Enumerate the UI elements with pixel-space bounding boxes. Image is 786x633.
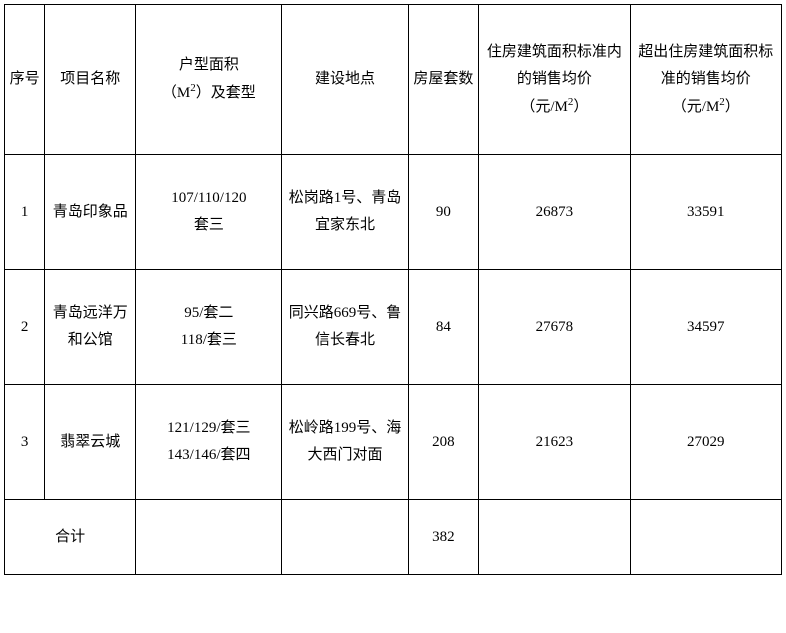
cell-type: 107/110/120 套三 bbox=[136, 155, 282, 270]
header-price2-post: ） bbox=[725, 99, 740, 115]
cell-name: 青岛远洋万和公馆 bbox=[45, 270, 136, 385]
cell-count: 90 bbox=[408, 155, 479, 270]
cell-count: 84 bbox=[408, 270, 479, 385]
total-empty bbox=[282, 500, 408, 575]
cell-seq: 1 bbox=[5, 155, 45, 270]
cell-type-l1: 95/套二 bbox=[184, 305, 233, 321]
total-empty bbox=[136, 500, 282, 575]
cell-seq: 3 bbox=[5, 385, 45, 500]
header-name: 项目名称 bbox=[45, 5, 136, 155]
header-type-pre: （M bbox=[162, 85, 190, 101]
header-price2-l1: 超出住房建筑面积标准的销售均价 bbox=[638, 44, 773, 87]
header-price2-pre: （元/M bbox=[672, 99, 720, 115]
housing-table: 序号 项目名称 户型面积 （M2）及套型 建设地点 房屋套数 住房建筑面积标准内… bbox=[4, 4, 782, 575]
cell-price1: 21623 bbox=[479, 385, 630, 500]
total-empty bbox=[479, 500, 630, 575]
header-price1-l1: 住房建筑面积标准内的销售均价 bbox=[487, 44, 622, 87]
cell-name: 翡翠云城 bbox=[45, 385, 136, 500]
cell-type-l2: 143/146/套四 bbox=[167, 447, 250, 463]
cell-price2: 27029 bbox=[630, 385, 781, 500]
total-label: 合计 bbox=[5, 500, 136, 575]
table-row: 1 青岛印象品 107/110/120 套三 松岗路1号、青岛宜家东北 90 2… bbox=[5, 155, 782, 270]
header-loc: 建设地点 bbox=[282, 5, 408, 155]
total-count: 382 bbox=[408, 500, 479, 575]
cell-type-l1: 121/129/套三 bbox=[167, 420, 250, 436]
header-price2: 超出住房建筑面积标准的销售均价 （元/M2） bbox=[630, 5, 781, 155]
header-seq: 序号 bbox=[5, 5, 45, 155]
table-header-row: 序号 项目名称 户型面积 （M2）及套型 建设地点 房屋套数 住房建筑面积标准内… bbox=[5, 5, 782, 155]
cell-price2: 33591 bbox=[630, 155, 781, 270]
cell-type: 121/129/套三 143/146/套四 bbox=[136, 385, 282, 500]
header-type-l1: 户型面积 bbox=[179, 57, 239, 73]
cell-type: 95/套二 118/套三 bbox=[136, 270, 282, 385]
cell-type-l2: 套三 bbox=[194, 217, 224, 233]
cell-price1: 26873 bbox=[479, 155, 630, 270]
cell-type-l1: 107/110/120 bbox=[171, 190, 246, 206]
cell-seq: 2 bbox=[5, 270, 45, 385]
header-price1-post: ） bbox=[573, 99, 588, 115]
cell-loc: 同兴路669号、鲁信长春北 bbox=[282, 270, 408, 385]
table-row: 2 青岛远洋万和公馆 95/套二 118/套三 同兴路669号、鲁信长春北 84… bbox=[5, 270, 782, 385]
cell-loc: 松岗路1号、青岛宜家东北 bbox=[282, 155, 408, 270]
cell-name: 青岛印象品 bbox=[45, 155, 136, 270]
cell-loc: 松岭路199号、海大西门对面 bbox=[282, 385, 408, 500]
header-price1: 住房建筑面积标准内的销售均价 （元/M2） bbox=[479, 5, 630, 155]
header-count: 房屋套数 bbox=[408, 5, 479, 155]
header-type-post: ）及套型 bbox=[196, 85, 256, 101]
cell-price1: 27678 bbox=[479, 270, 630, 385]
cell-count: 208 bbox=[408, 385, 479, 500]
cell-type-l2: 118/套三 bbox=[181, 332, 237, 348]
total-empty bbox=[630, 500, 781, 575]
header-type: 户型面积 （M2）及套型 bbox=[136, 5, 282, 155]
header-price1-pre: （元/M bbox=[520, 99, 568, 115]
table-total-row: 合计 382 bbox=[5, 500, 782, 575]
table-row: 3 翡翠云城 121/129/套三 143/146/套四 松岭路199号、海大西… bbox=[5, 385, 782, 500]
cell-price2: 34597 bbox=[630, 270, 781, 385]
